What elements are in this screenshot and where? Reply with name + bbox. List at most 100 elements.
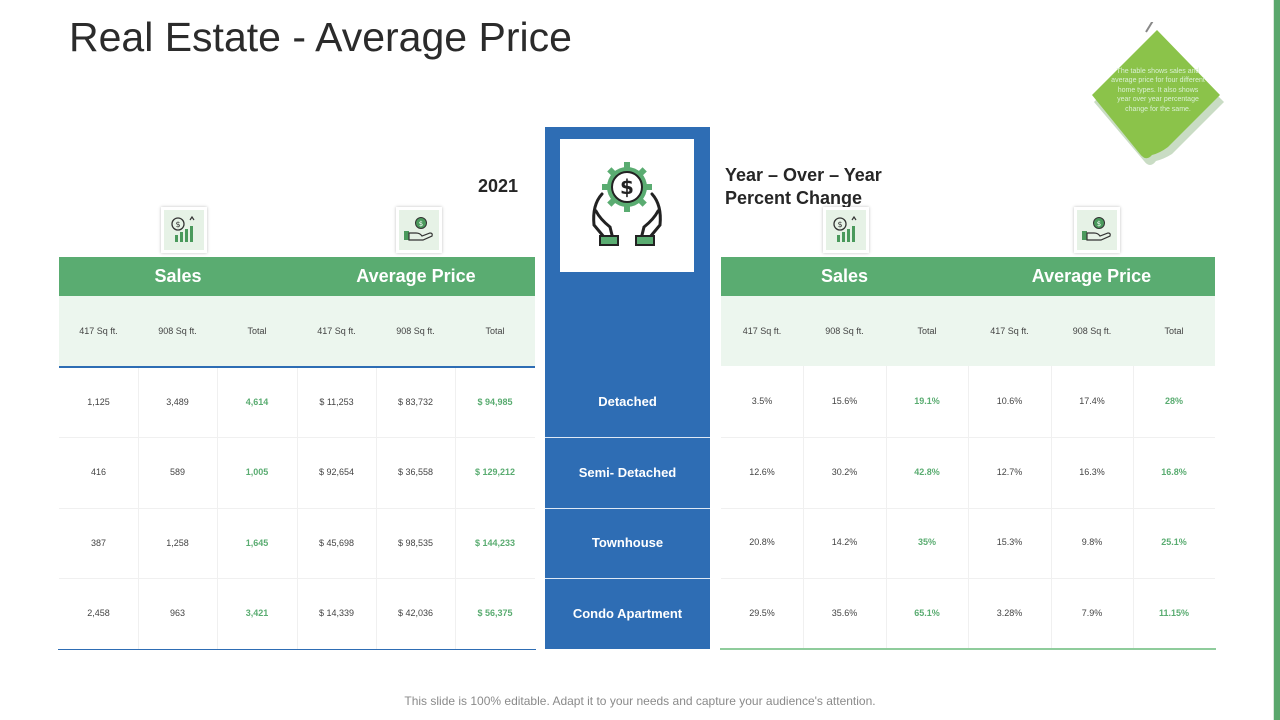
table-row: 1,125 3,489 4,614 $ 11,253 $ 83,732 $ 94…: [59, 367, 535, 438]
table-cell-total: 11.15%: [1158, 608, 1190, 618]
group-sales: Sales: [820, 266, 869, 286]
column-header: 417 Sq ft.: [742, 326, 782, 336]
table-cell: $ 36,558: [397, 467, 434, 477]
table-cell: $ 42,036: [397, 608, 434, 618]
divider: [968, 366, 969, 649]
table-cell-total: 16.8%: [1161, 467, 1187, 477]
table-cell: 7.9%: [1081, 608, 1103, 618]
page-title: Real Estate - Average Price: [69, 14, 572, 60]
column-header: Total: [485, 326, 505, 336]
table-row: 387 1,258 1,645 $ 45,698 $ 98,535 $ 144,…: [59, 508, 535, 579]
divider: [1133, 366, 1134, 649]
table-row: 29.5% 35.6% 65.1% 3.28% 7.9% 11.15%: [721, 578, 1215, 649]
category-column: $ Detached Semi- Detached Townhouse Cond…: [545, 127, 710, 649]
money-growth-icon: $: [161, 207, 207, 253]
money-hand-icon: $: [1074, 207, 1120, 253]
sticky-note: The table shows sales and average price …: [1082, 22, 1232, 172]
table-cell: 14.2%: [831, 537, 858, 547]
category-label: Detached: [598, 394, 657, 409]
table-cell: 10.6%: [996, 396, 1023, 406]
sticky-note-shape: [1092, 22, 1224, 165]
svg-text:$: $: [175, 220, 180, 229]
table-row: 12.6% 30.2% 42.8% 12.7% 16.3% 16.8%: [721, 437, 1215, 508]
table-cell-total: 42.8%: [914, 467, 940, 477]
sticky-note-text: The table shows sales and average price …: [1111, 68, 1205, 113]
table-cell: $ 14,339: [318, 608, 355, 618]
table-cell-total: $ 144,233: [474, 538, 516, 548]
column-header: Total: [1164, 326, 1184, 336]
divider: [720, 648, 1216, 650]
table-cell: $ 83,732: [397, 397, 434, 407]
svg-text:$: $: [837, 220, 842, 229]
column-header: 908 Sq ft.: [396, 326, 435, 336]
table-row: 3.5% 15.6% 19.1% 10.6% 17.4% 28%: [721, 366, 1215, 437]
column-header: 417 Sq ft.: [990, 326, 1029, 336]
left-table: Sales Average Price 417 Sq ft. 908 Sq ft…: [58, 257, 536, 650]
footer-note: This slide is 100% editable. Adapt it to…: [404, 694, 876, 708]
table-cell-total: 1,645: [245, 538, 269, 548]
table-row: 2,458 963 3,421 $ 14,339 $ 42,036 $ 56,3…: [59, 578, 535, 649]
table-cell-total: 65.1%: [914, 608, 940, 618]
table-cell: 3.28%: [996, 608, 1023, 618]
table-cell: 387: [90, 538, 107, 548]
table-cell-total: $ 94,985: [477, 397, 513, 407]
table-row: 416 589 1,005 $ 92,654 $ 36,558 $ 129,21…: [59, 437, 535, 508]
column-header: 417 Sq ft.: [317, 326, 356, 336]
svg-text:$: $: [620, 175, 634, 199]
column-header: 417 Sq ft.: [79, 326, 118, 336]
table-cell: 35.6%: [831, 608, 858, 618]
divider: [58, 649, 536, 650]
table-cell: 3.5%: [751, 396, 773, 406]
table-cell-total: 1,005: [245, 467, 269, 477]
yoy-label: Year – Over – Year Percent Change: [725, 165, 882, 208]
right-table: Sales Average Price 417 Sq ft. 908 Sq ft…: [720, 257, 1216, 650]
divider: [59, 508, 535, 509]
group-average-price: Average Price: [1031, 266, 1152, 286]
divider: [886, 366, 887, 649]
table-cell: 416: [90, 467, 107, 477]
right-edge-line: [1273, 0, 1274, 720]
table-cell: 20.8%: [749, 537, 775, 547]
table-cell: $ 92,654: [318, 467, 355, 477]
table-cell: 30.2%: [831, 467, 858, 477]
divider: [59, 366, 535, 368]
table-cell: 16.3%: [1079, 467, 1105, 477]
money-gear-hands-icon: $: [560, 139, 694, 272]
divider: [721, 508, 1215, 509]
year-label: 2021: [478, 176, 519, 196]
column-header: 908 Sq ft.: [1072, 326, 1112, 336]
table-cell-total: $ 129,212: [474, 467, 516, 477]
table-cell: 15.6%: [831, 396, 858, 406]
table-cell: $ 98,535: [397, 538, 434, 548]
table-cell-total: 25.1%: [1161, 537, 1187, 547]
column-header: Total: [917, 326, 937, 336]
divider: [59, 578, 535, 579]
table-cell-total: 28%: [1164, 396, 1183, 406]
divider: [721, 437, 1215, 438]
column-header: Total: [247, 326, 267, 336]
category-label: Townhouse: [591, 535, 664, 550]
svg-text:$: $: [1097, 220, 1101, 228]
table-cell: 3,489: [166, 397, 189, 407]
table-cell-total: 4,614: [245, 397, 269, 407]
column-headers: 417 Sq ft. 908 Sq ft. Total 417 Sq ft. 9…: [721, 296, 1215, 366]
table-cell: 15.3%: [996, 537, 1023, 547]
table-cell: 589: [169, 467, 186, 477]
table-cell-total: 19.1%: [914, 396, 940, 406]
table-cell: $ 11,253: [319, 397, 354, 407]
table-cell: 12.7%: [996, 467, 1023, 477]
table-row: 20.8% 14.2% 35% 15.3% 9.8% 25.1%: [721, 507, 1215, 578]
divider: [1051, 366, 1052, 649]
divider: [59, 437, 535, 438]
table-header: Sales Average Price: [721, 257, 1215, 296]
svg-text:$: $: [419, 220, 423, 228]
category-label: Condo Apartment: [572, 606, 683, 621]
divider: [803, 366, 804, 649]
divider: [721, 578, 1215, 579]
table-cell: 2,458: [87, 608, 110, 618]
column-header: 908 Sq ft.: [158, 326, 197, 336]
category-label: Semi- Detached: [578, 465, 677, 480]
table-cell: 1,258: [166, 538, 189, 548]
column-header: 908 Sq ft.: [825, 326, 864, 336]
table-cell: $ 45,698: [318, 538, 355, 548]
